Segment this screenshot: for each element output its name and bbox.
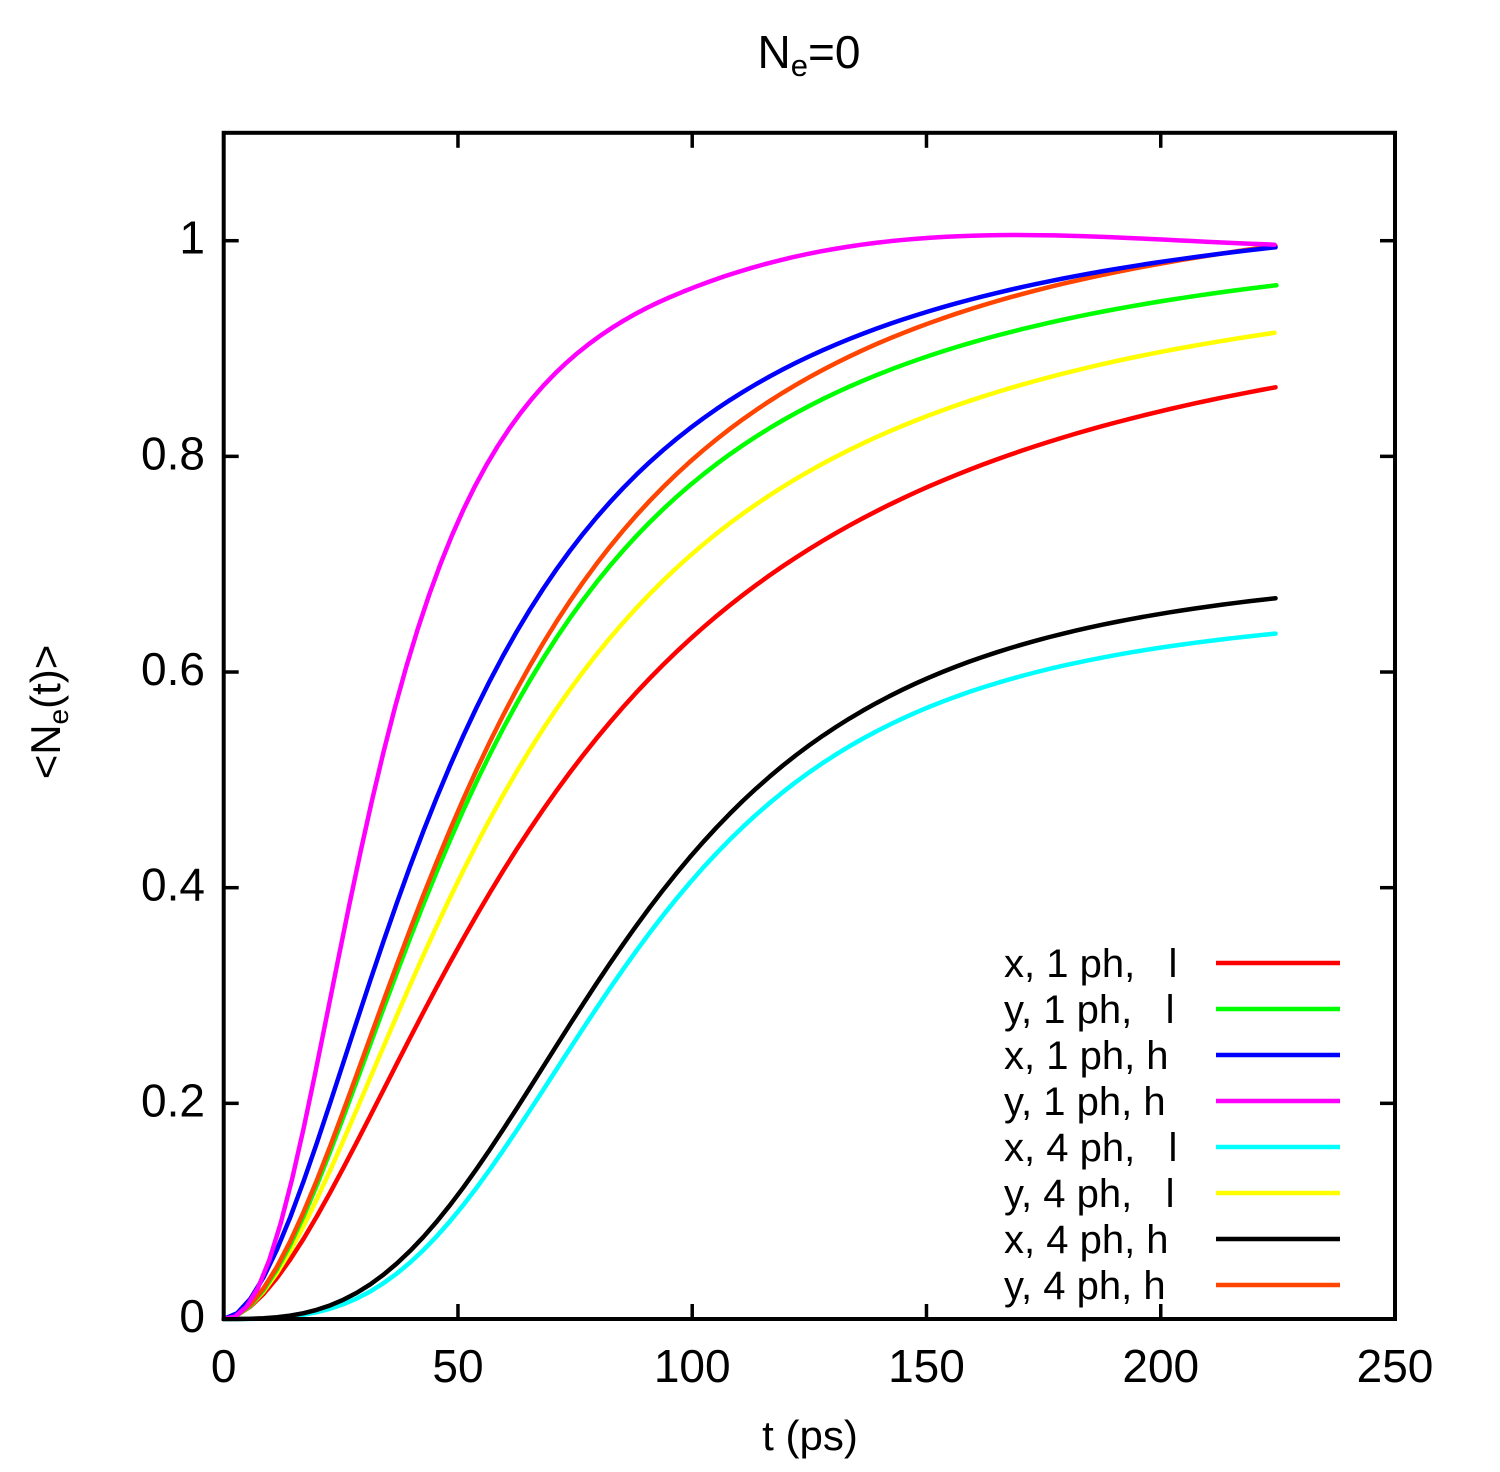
svg-text:y, 4 ph, h: y, 4 ph, h <box>1004 1264 1166 1308</box>
svg-text:y, 1 ph, l: y, 1 ph, l <box>1004 988 1174 1032</box>
svg-text:y, 1 ph, h: y, 1 ph, h <box>1004 1080 1166 1124</box>
svg-text:200: 200 <box>1122 1340 1199 1392</box>
svg-text:100: 100 <box>654 1340 731 1392</box>
svg-text:150: 150 <box>888 1340 965 1392</box>
svg-text:50: 50 <box>432 1340 483 1392</box>
svg-text:1: 1 <box>179 212 205 264</box>
svg-text:0.6: 0.6 <box>141 643 205 695</box>
svg-text:x, 1 ph, h: x, 1 ph, h <box>1004 1034 1169 1078</box>
svg-text:x, 1 ph, l: x, 1 ph, l <box>1004 942 1177 986</box>
svg-text:<Ne(t)>: <Ne(t)> <box>22 645 74 780</box>
svg-text:0.2: 0.2 <box>141 1074 205 1126</box>
svg-text:0: 0 <box>211 1340 237 1392</box>
svg-text:0: 0 <box>179 1290 205 1342</box>
svg-text:0.8: 0.8 <box>141 427 205 479</box>
svg-text:y, 4 ph, l: y, 4 ph, l <box>1004 1172 1174 1216</box>
svg-text:Ne=0: Ne=0 <box>758 26 861 83</box>
svg-text:x, 4 ph, h: x, 4 ph, h <box>1004 1218 1169 1262</box>
svg-text:x, 4 ph, l: x, 4 ph, l <box>1004 1126 1177 1170</box>
svg-text:0.4: 0.4 <box>141 859 205 911</box>
svg-text:250: 250 <box>1357 1340 1434 1392</box>
svg-text:t (ps): t (ps) <box>762 1412 858 1459</box>
